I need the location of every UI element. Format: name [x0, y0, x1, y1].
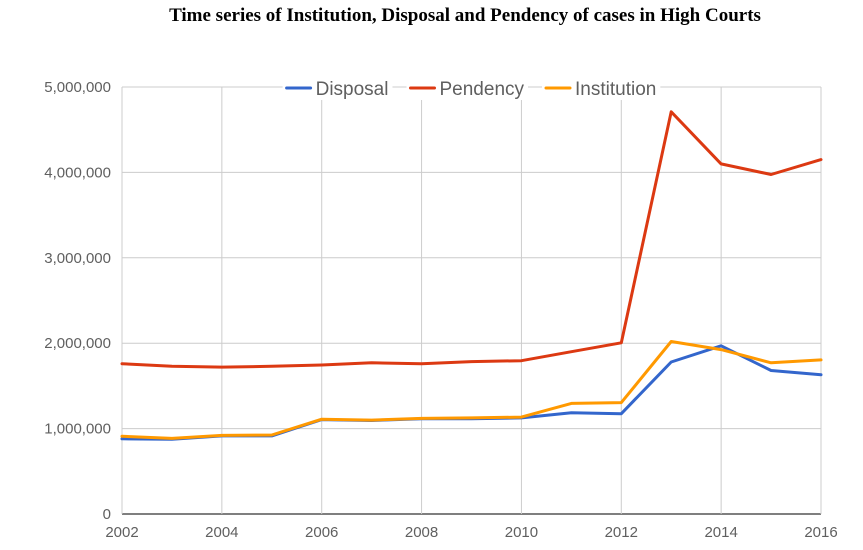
x-tick-label: 2006	[305, 524, 338, 541]
series-lines	[120, 110, 823, 441]
x-tick-label: 2014	[704, 524, 737, 541]
y-tick-label: 1,000,000	[44, 421, 111, 438]
x-tick-label: 2004	[205, 524, 238, 541]
legend: Disposal Pendency Institution	[282, 76, 661, 100]
y-axis-ticks: 0 1,000,000 2,000,000 3,000,000 4,000,000 5,0…	[44, 79, 111, 523]
series-line-pendency	[120, 110, 823, 369]
legend-item-pendency[interactable]: Pendency	[406, 76, 529, 100]
x-tick-label: 2012	[605, 524, 638, 541]
y-tick-label: 5,000,000	[44, 79, 111, 96]
legend-label: Pendency	[440, 79, 525, 100]
y-tick-label: 3,000,000	[44, 250, 111, 267]
legend-label: Disposal	[316, 79, 389, 100]
legend-item-institution[interactable]: Institution	[542, 76, 661, 100]
chart-title: Time series of Institution, Disposal and…	[169, 5, 761, 26]
x-tick-label: 2002	[105, 524, 138, 541]
x-tick-label: 2010	[505, 524, 538, 541]
grid	[121, 86, 822, 515]
legend-label: Institution	[575, 79, 656, 100]
x-tick-label: 2016	[804, 524, 837, 541]
y-tick-label: 2,000,000	[44, 335, 111, 352]
series-line-disposal	[120, 344, 823, 441]
y-tick-label: 0	[103, 506, 111, 523]
x-axis-ticks: 2002 2004 2006 2008 2010 2012 2014 2016	[105, 524, 837, 541]
x-tick-label: 2008	[405, 524, 438, 541]
series-line-institution	[120, 340, 823, 440]
legend-item-disposal[interactable]: Disposal	[282, 76, 393, 100]
y-tick-label: 4,000,000	[44, 164, 111, 181]
